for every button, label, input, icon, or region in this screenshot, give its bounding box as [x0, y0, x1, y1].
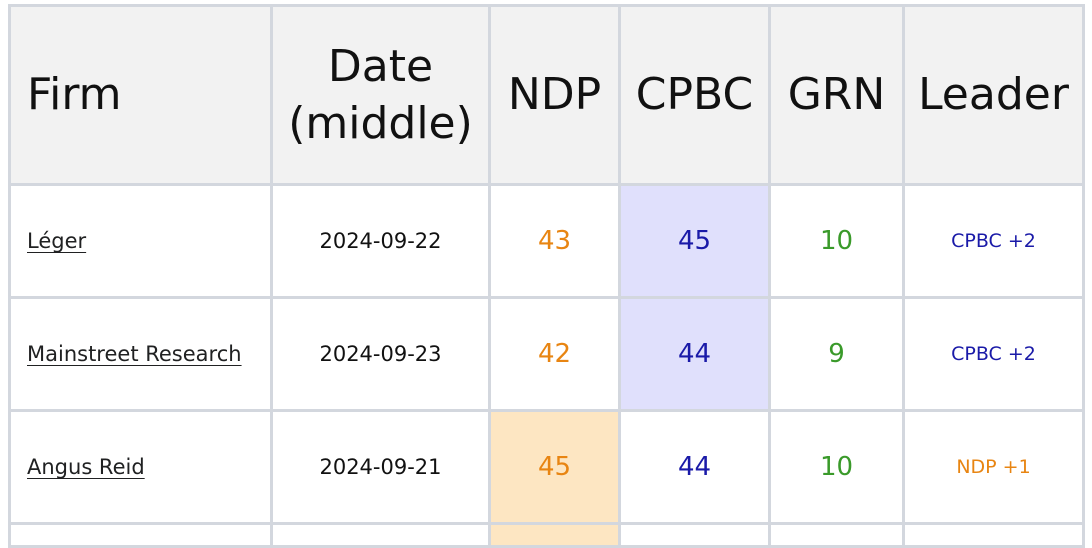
cpbc-cell: 44 — [618, 409, 771, 525]
header-date[interactable]: Date (middle) — [270, 4, 491, 186]
firm-cell: Angus Reid — [8, 409, 273, 525]
firm-link[interactable]: Angus Reid — [27, 455, 145, 479]
date-cell — [270, 522, 491, 548]
table-row-partial — [8, 522, 1085, 548]
poll-table: Firm Date (middle) NDP CPBC GRN Leader L… — [8, 4, 1085, 548]
firm-cell: Mainstreet Research — [8, 296, 273, 412]
header-cpbc[interactable]: CPBC — [618, 4, 771, 186]
header-ndp[interactable]: NDP — [488, 4, 621, 186]
table-row: Angus Reid 2024-09-21 45 44 10 NDP +1 — [8, 409, 1085, 525]
leader-cell: CPBC +2 — [902, 183, 1085, 299]
grn-cell — [768, 522, 905, 548]
header-date-line2: (middle) — [288, 98, 473, 149]
cpbc-cell — [618, 522, 771, 548]
cpbc-cell: 45 — [618, 183, 771, 299]
firm-link[interactable]: Mainstreet Research — [27, 342, 242, 366]
table-row: Léger 2024-09-22 43 45 10 CPBC +2 — [8, 183, 1085, 299]
ndp-cell: 42 — [488, 296, 621, 412]
date-cell: 2024-09-23 — [270, 296, 491, 412]
header-firm[interactable]: Firm — [8, 4, 273, 186]
grn-cell: 10 — [768, 409, 905, 525]
cpbc-cell: 44 — [618, 296, 771, 412]
header-row: Firm Date (middle) NDP CPBC GRN Leader — [8, 4, 1085, 186]
grn-cell: 9 — [768, 296, 905, 412]
grn-cell: 10 — [768, 183, 905, 299]
header-leader[interactable]: Leader — [902, 4, 1085, 186]
ndp-cell: 45 — [488, 409, 621, 525]
firm-cell: Léger — [8, 183, 273, 299]
ndp-cell — [488, 522, 621, 548]
firm-link[interactable]: Léger — [27, 229, 87, 253]
table-row: Mainstreet Research 2024-09-23 42 44 9 C… — [8, 296, 1085, 412]
firm-cell — [8, 522, 273, 548]
header-grn[interactable]: GRN — [768, 4, 905, 186]
leader-cell: CPBC +2 — [902, 296, 1085, 412]
header-date-line1: Date — [327, 40, 434, 92]
leader-cell: NDP +1 — [902, 409, 1085, 525]
ndp-cell: 43 — [488, 183, 621, 299]
leader-cell — [902, 522, 1085, 548]
date-cell: 2024-09-22 — [270, 183, 491, 299]
date-cell: 2024-09-21 — [270, 409, 491, 525]
